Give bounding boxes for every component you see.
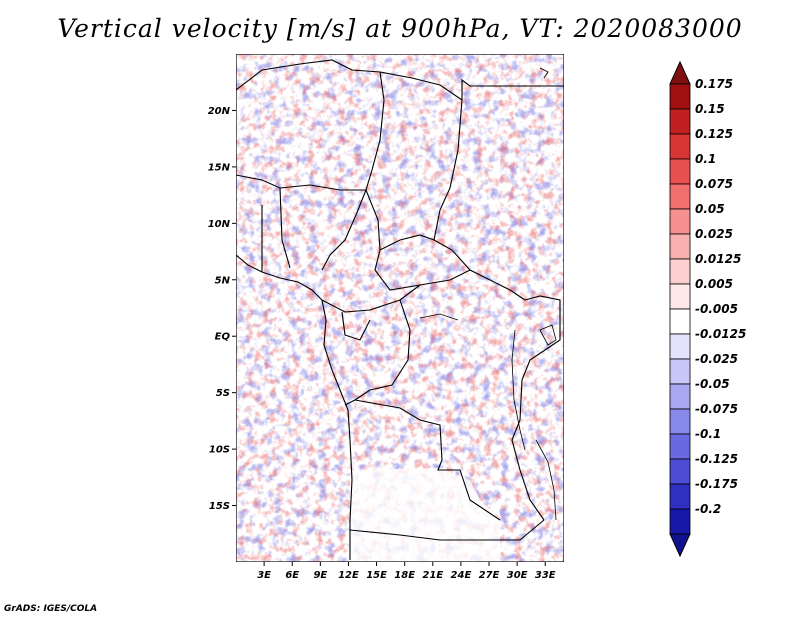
colorbar-bottom-arrow xyxy=(669,533,691,558)
colorbar-swatch xyxy=(669,108,691,135)
lat-tick-label: 10N xyxy=(208,219,231,230)
lon-tick-label: 18E xyxy=(394,570,415,581)
plot-area xyxy=(236,54,564,562)
colorbar-label: 0.175 xyxy=(695,77,733,91)
lat-tick-label: 5N xyxy=(215,275,231,286)
colorbar-label: 0.005 xyxy=(695,277,733,291)
lon-tick-label: 12E xyxy=(338,570,359,581)
lon-tick-label: 30E xyxy=(507,570,528,581)
colorbar-label: -0.125 xyxy=(695,452,738,466)
colorbar-label: 0.15 xyxy=(695,102,725,116)
borders xyxy=(236,59,564,560)
colorbar-label: -0.005 xyxy=(695,302,738,316)
colorbar-label: 0.075 xyxy=(695,177,733,191)
colorbar-label: 0.1 xyxy=(695,152,716,166)
colorbar-label: -0.1 xyxy=(695,427,721,441)
credit-text: GrADS: IGES/COLA xyxy=(4,604,98,614)
colorbar-swatch xyxy=(669,133,691,160)
colorbar-swatch xyxy=(669,433,691,460)
colorbar-swatch xyxy=(669,208,691,235)
colorbar-swatch xyxy=(669,308,691,335)
longitude-axis: 3E 6E 9E 12E 15E 18E 21E 24E 27E 30E 33E xyxy=(257,562,556,581)
colorbar-swatch xyxy=(669,83,691,110)
colorbar-swatch xyxy=(669,233,691,260)
colorbar-label: -0.0125 xyxy=(695,327,746,341)
lon-tick-label: 3E xyxy=(257,570,271,581)
colorbar-swatch xyxy=(669,183,691,210)
lat-tick-label: 5S xyxy=(216,388,230,399)
lon-tick-label: 15E xyxy=(366,570,387,581)
lon-tick-label: 6E xyxy=(285,570,299,581)
colorbar-label: -0.05 xyxy=(695,377,730,391)
colorbar-label: -0.2 xyxy=(695,502,721,516)
lat-tick-label: 15N xyxy=(208,162,231,173)
colorbar-label: -0.025 xyxy=(695,352,738,366)
colorbar-label: 0.05 xyxy=(695,202,725,216)
colorbar-swatch xyxy=(669,383,691,410)
colorbar-swatch xyxy=(669,283,691,310)
lon-tick-label: 33E xyxy=(535,570,556,581)
lon-tick-label: 24E xyxy=(451,570,472,581)
lat-tick-label: 20N xyxy=(208,106,231,117)
colorbar-swatch xyxy=(669,358,691,385)
colorbar-label: 0.025 xyxy=(695,227,733,241)
colorbar-swatch xyxy=(669,408,691,435)
colorbar: 0.175 0.15 0.125 0.1 0.075 0.05 0.025 0.0125 0.0… xyxy=(669,60,746,558)
lat-tick-label: 15S xyxy=(209,501,230,512)
colorbar-swatch xyxy=(669,508,691,535)
latitude-axis: 20N 15N 10N 5N EQ 5S 10S 15S xyxy=(208,106,236,512)
colorbar-top-arrow xyxy=(669,60,691,85)
calm-region xyxy=(350,468,500,562)
colorbar-swatch xyxy=(669,483,691,510)
colorbar-label: -0.075 xyxy=(695,402,738,416)
colorbar-label: -0.175 xyxy=(695,477,738,491)
map-title: Vertical velocity [m/s] at 900hPa, VT: 2… xyxy=(57,14,743,43)
colorbar-label: 0.0125 xyxy=(695,252,741,266)
lat-tick-label: 10S xyxy=(209,445,230,456)
lat-tick-label: EQ xyxy=(215,332,231,343)
lon-tick-label: 21E xyxy=(422,570,443,581)
colorbar-swatch xyxy=(669,333,691,360)
colorbar-swatch xyxy=(669,158,691,185)
colorbar-swatch xyxy=(669,458,691,485)
colorbar-swatch xyxy=(669,258,691,285)
lon-tick-label: 27E xyxy=(479,570,500,581)
lon-tick-label: 9E xyxy=(313,570,327,581)
colorbar-label: 0.125 xyxy=(695,127,733,141)
